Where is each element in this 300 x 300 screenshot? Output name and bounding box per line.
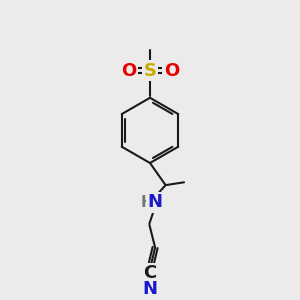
Text: H: H	[141, 195, 154, 210]
Text: S: S	[143, 62, 157, 80]
Text: N: N	[142, 280, 157, 298]
Text: C: C	[143, 264, 156, 282]
Text: O: O	[121, 62, 136, 80]
Text: O: O	[164, 62, 179, 80]
Text: N: N	[148, 193, 163, 211]
